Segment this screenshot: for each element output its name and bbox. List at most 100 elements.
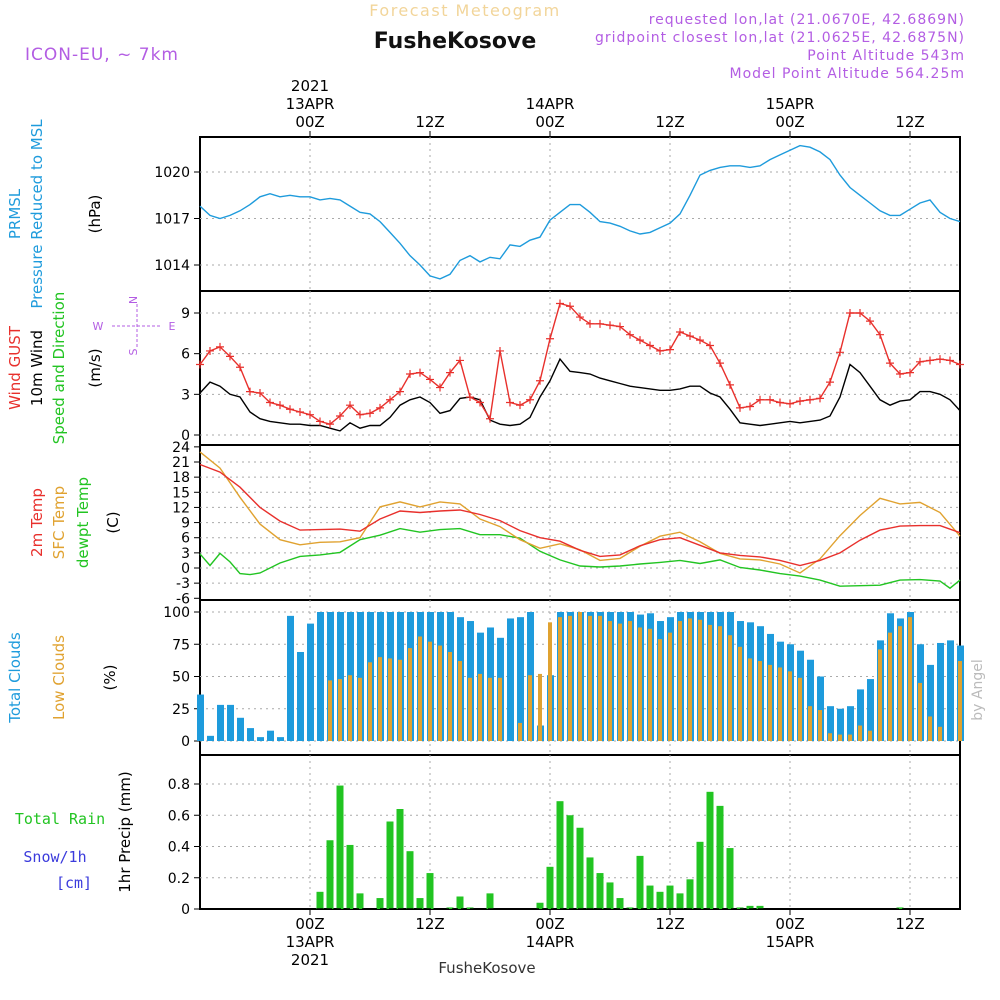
gust-marker (486, 414, 494, 423)
panel-label: Pressure Reduced to MSL (28, 119, 46, 309)
gust-marker (936, 355, 944, 364)
rain-bar (676, 893, 684, 909)
bottom-time-label: 00Z (295, 915, 324, 933)
total-cloud-bar (867, 679, 874, 741)
low-cloud-bar (838, 734, 842, 741)
gust-marker (546, 334, 554, 343)
gust-marker (266, 398, 274, 407)
panel-precip: 0 0.2 0.4 0.6 0.8 Total Rain Snow/1h [cm] 1hr Pr… (15, 754, 961, 918)
gust-marker (896, 370, 904, 378)
gust-marker (826, 378, 834, 387)
gust-marker (816, 394, 824, 403)
panel-label: Total Rain (15, 810, 105, 828)
pressure-line (199, 144, 961, 280)
rain-bar (316, 891, 324, 909)
low-cloud-bar (848, 734, 852, 741)
gust-marker (466, 393, 474, 402)
low-cloud-bar (468, 677, 472, 741)
low-cloud-bar (548, 622, 552, 741)
low-cloud-bar (938, 726, 942, 741)
low-cloud-bar (638, 627, 642, 741)
low-cloud-bar (878, 649, 882, 741)
top-time-label: 12Z (655, 113, 684, 131)
y-tick-label: 25 (172, 702, 190, 718)
gust-marker (456, 356, 464, 365)
gust-marker (726, 380, 734, 389)
rain-bar (416, 898, 424, 909)
panels-group: 1014 1017 1020 PRMSL Pressure Reduced to MSL… (6, 119, 964, 918)
wind-gust-line (199, 302, 961, 425)
gust-marker (836, 348, 844, 357)
rain-bar (456, 896, 464, 909)
low-cloud-bar (718, 626, 722, 741)
gust-marker (706, 341, 714, 350)
gust-marker (306, 410, 314, 419)
y-tick-label: 1017 (154, 212, 190, 228)
gust-marker (616, 322, 624, 331)
gust-marker (886, 359, 894, 368)
low-cloud-bar (738, 646, 742, 741)
gust-marker (636, 336, 644, 345)
gust-marker (856, 309, 864, 317)
gust-marker (256, 388, 264, 397)
rain-bar (616, 898, 624, 909)
total-cloud-bar (857, 689, 864, 741)
gust-marker (336, 412, 344, 421)
total-cloud-bar (817, 676, 824, 741)
low-cloud-bar (678, 621, 682, 741)
rain-bar (486, 893, 494, 909)
low-cloud-bar (648, 628, 652, 741)
compass-s: S (127, 348, 140, 355)
gust-marker (656, 346, 664, 355)
rain-bar (326, 840, 334, 909)
top-time-label: 2021 (291, 77, 329, 95)
total-cloud-bar (247, 728, 254, 741)
gust-marker (496, 346, 504, 355)
low-cloud-bar (748, 658, 752, 741)
gust-marker (586, 319, 594, 328)
y-tick-label: 1014 (154, 258, 190, 274)
y-tick-label: 9 (181, 516, 190, 532)
gust-marker (346, 401, 354, 410)
low-cloud-bar (358, 677, 362, 741)
gust-marker (686, 332, 694, 341)
rain-bar (756, 905, 764, 909)
panel-label: 1hr Precip (mm) (116, 771, 134, 892)
panel-label: (m/s) (86, 348, 104, 387)
panel-label: PRMSL (6, 188, 24, 239)
low-cloud-bar (888, 632, 892, 741)
panel-label: Total Clouds (6, 632, 24, 724)
low-cloud-bar (898, 626, 902, 741)
low-cloud-bar (688, 618, 692, 741)
gust-marker (376, 403, 384, 412)
y-tick-label: 21 (172, 455, 190, 471)
location-title: FusheKosove (374, 29, 537, 54)
gust-marker (666, 345, 674, 354)
gust-marker (946, 356, 954, 365)
gust-marker (696, 336, 704, 345)
rain-bar (686, 879, 694, 909)
2m-temp-line (199, 463, 961, 567)
panel-pressure: 1014 1017 1020 PRMSL Pressure Reduced to MSL… (6, 119, 961, 309)
gust-marker (676, 327, 684, 336)
panel-label: SFC Temp (50, 486, 68, 559)
low-cloud-bar (578, 612, 582, 741)
gust-marker (566, 302, 574, 311)
total-cloud-bar (317, 612, 324, 741)
low-cloud-bar (488, 677, 492, 741)
low-cloud-bar (778, 667, 782, 741)
gust-marker (226, 352, 234, 361)
y-tick-label: 75 (172, 637, 190, 653)
low-cloud-bar (518, 722, 522, 741)
top-time-label: 12Z (415, 113, 444, 131)
gust-marker (536, 376, 544, 385)
total-cloud-bar (257, 737, 264, 741)
total-cloud-bar (927, 664, 934, 741)
gust-marker (736, 403, 744, 412)
panel-label: Low Clouds (50, 635, 68, 720)
gust-marker (436, 383, 444, 392)
low-cloud-bar (598, 615, 602, 741)
low-cloud-bar (828, 733, 832, 741)
y-tick-label: 6 (181, 531, 190, 547)
